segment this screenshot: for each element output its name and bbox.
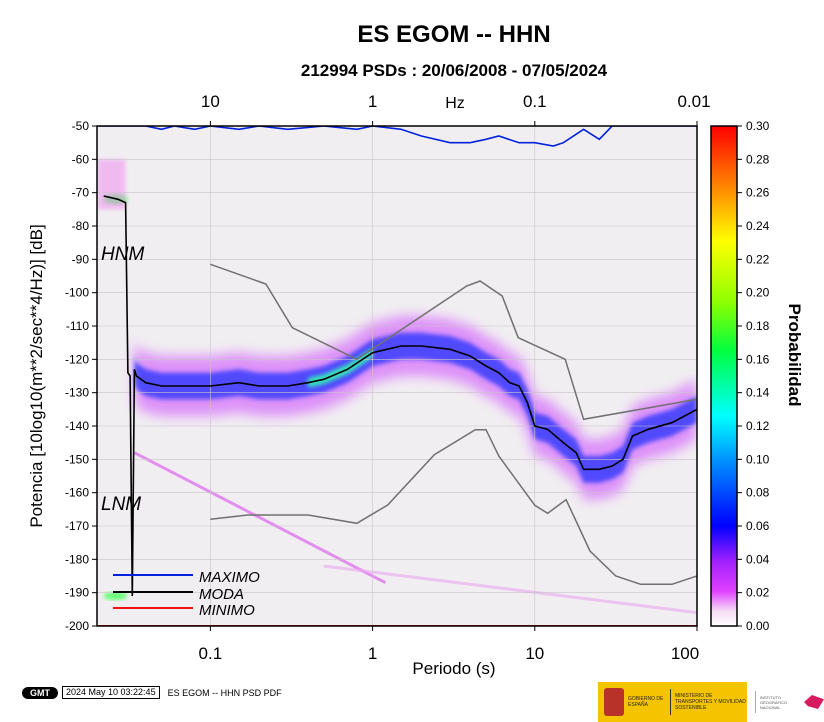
x-tick-label: 10 (525, 644, 544, 663)
x-axis-label: Periodo (s) (412, 659, 495, 678)
density-band-outer (134, 316, 697, 500)
y-tick-label: -200 (65, 619, 89, 633)
colorbar-tick-label: 0.18 (746, 319, 770, 333)
density-patch-early (97, 159, 126, 210)
hnm-label: HNM (101, 244, 144, 265)
density-trail-2 (323, 564, 697, 615)
y-tick-label: -70 (72, 186, 90, 200)
divider (670, 689, 671, 715)
density-patch-bottom (103, 592, 128, 600)
legend-label-minimo: MINIMO (199, 602, 255, 619)
series-line-hnm (210, 263, 697, 421)
y-tick-label: -140 (65, 419, 89, 433)
colorbar-tick-label: 0.10 (746, 452, 770, 466)
plot-frame (96, 125, 698, 627)
colorbar-tick-label: 0.16 (746, 352, 770, 366)
gmt-logo: GMT (22, 686, 58, 699)
timestamp: 2024 May 10 03:22:45 (62, 686, 160, 699)
y-axis-label: Potencia [10log10(m**2/sec**4/Hz)] [dB] (27, 224, 46, 527)
y-tick-label: -150 (65, 452, 89, 466)
colorbar-tick-label: 0.02 (746, 586, 770, 600)
ministry-text: MINISTERIO DE TRANSPORTES Y MOVILIDAD SO… (675, 693, 746, 711)
top-axis-unit: Hz (445, 95, 465, 112)
colorbar-tick-label: 0.12 (746, 419, 770, 433)
y-tick-label: -170 (65, 519, 89, 533)
legend-label-moda: MODA (199, 586, 244, 603)
density-band-peak (308, 347, 373, 388)
colorbar-tick-label: 0.00 (746, 619, 770, 633)
x-tick-label: 1 (368, 644, 377, 663)
y-tick-label: -160 (65, 486, 89, 500)
y-tick-label: -120 (65, 352, 89, 366)
y-tick-label: -110 (66, 319, 89, 333)
colorbar (710, 125, 738, 627)
x-tick-label: 100 (671, 644, 699, 663)
x-tick-label: 0.1 (199, 644, 223, 663)
ministry-logo: GOBIERNO DE ESPAÑA MINISTERIO DE TRANSPO… (598, 682, 747, 722)
gobierno-text: GOBIERNO DE ESPAÑA (628, 696, 664, 708)
chart-title: ES EGOM -- HHN (357, 21, 550, 48)
y-tick-label: -100 (65, 286, 89, 300)
ign-mark-icon (804, 695, 824, 709)
top-tick-label: 0.01 (677, 92, 710, 111)
colorbar-tick-label: 0.24 (746, 219, 770, 233)
y-tick-label: -130 (65, 386, 89, 400)
y-tick-label: -90 (72, 252, 90, 266)
colorbar-tick-label: 0.04 (746, 552, 770, 566)
colorbar-tick-label: 0.30 (746, 119, 770, 133)
y-tick-label: -180 (65, 552, 89, 566)
plot-caption: ES EGOM -- HHN PSD PDF (167, 687, 282, 698)
legend: MAXIMO MODA MINIMO (113, 569, 260, 619)
colorbar-tick-label: 0.26 (746, 186, 770, 200)
ign-text: INSTITUTO GEOGRÁFICO NACIONAL (760, 694, 788, 710)
top-tick-label: 10 (201, 92, 220, 111)
colorbar-tick-label: 0.20 (746, 286, 770, 300)
colorbar-tick-label: 0.08 (746, 486, 770, 500)
ign-logo: INSTITUTO GEOGRÁFICO NACIONAL (747, 682, 824, 722)
spain-crest-icon (604, 688, 624, 716)
chart-subtitle: 212994 PSDs : 20/06/2008 - 07/05/2024 (301, 61, 608, 80)
density-band-core (134, 332, 697, 483)
series-line-lnm (210, 428, 697, 586)
top-tick-label: 1 (368, 92, 377, 111)
colorbar-tick-label: 0.28 (746, 152, 770, 166)
colorbar-tick-label: 0.22 (746, 252, 770, 266)
y-tick-label: -190 (65, 586, 89, 600)
colorbar-label: Probabilidad (785, 304, 804, 407)
density-trail-1 (133, 451, 387, 584)
y-tick-label: -80 (72, 219, 90, 233)
divider (755, 691, 756, 713)
gmt-timestamp: GMT 2024 May 10 03:22:45 ES EGOM -- HHN … (22, 686, 282, 699)
legend-label-maximo: MAXIMO (199, 569, 260, 586)
y-tick-label: -60 (72, 152, 90, 166)
series-line-moda (103, 195, 697, 597)
footer-logos: GOBIERNO DE ESPAÑA MINISTERIO DE TRANSPO… (598, 682, 824, 722)
top-tick-label: 0.1 (523, 92, 547, 111)
colorbar-tick-label: 0.14 (746, 386, 770, 400)
colorbar-tick-label: 0.06 (746, 519, 770, 533)
lnm-label: LNM (101, 494, 141, 515)
y-tick-label: -50 (72, 119, 90, 133)
series-line-maximo (97, 126, 697, 147)
